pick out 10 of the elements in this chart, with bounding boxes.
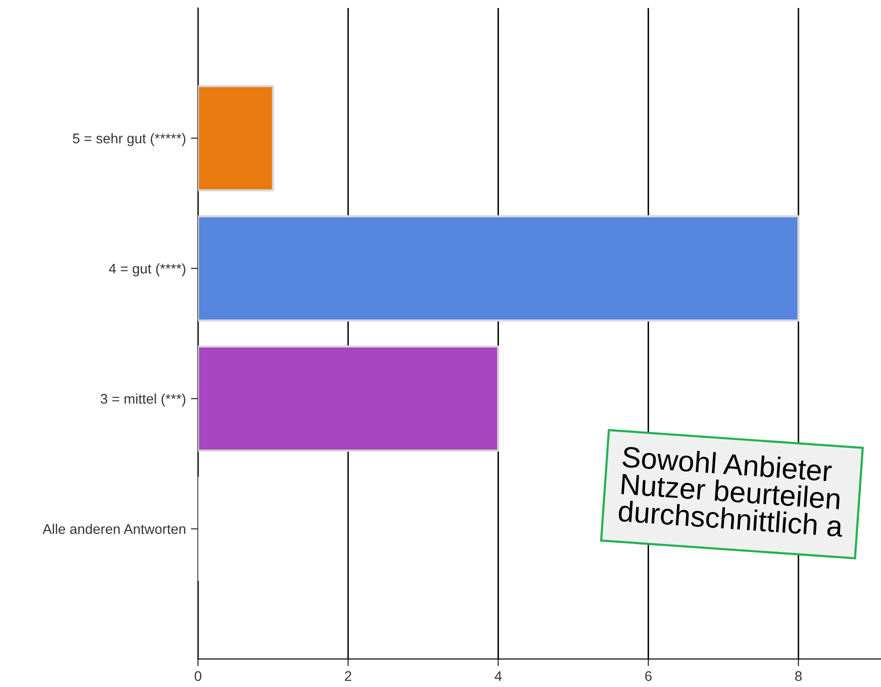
x-tick-label: 2 <box>344 671 352 681</box>
y-tick-label: 3 = mittel (***) <box>100 394 186 407</box>
x-tick-label: 8 <box>795 671 802 682</box>
y-tick-label: 4 = gut (****) <box>108 263 186 276</box>
y-tick-label: 5 = sehr gut (*****) <box>72 133 186 146</box>
x-tick-label: 6 <box>645 671 652 682</box>
annotation: Sowohl Anbieter Nutzer beurteilen durchschnittlich a <box>618 446 844 537</box>
y-tick-label: Alle anderen Antworten <box>42 524 186 534</box>
x-tick-label: 4 <box>494 671 502 681</box>
x-tick-label: 0 <box>194 671 202 682</box>
